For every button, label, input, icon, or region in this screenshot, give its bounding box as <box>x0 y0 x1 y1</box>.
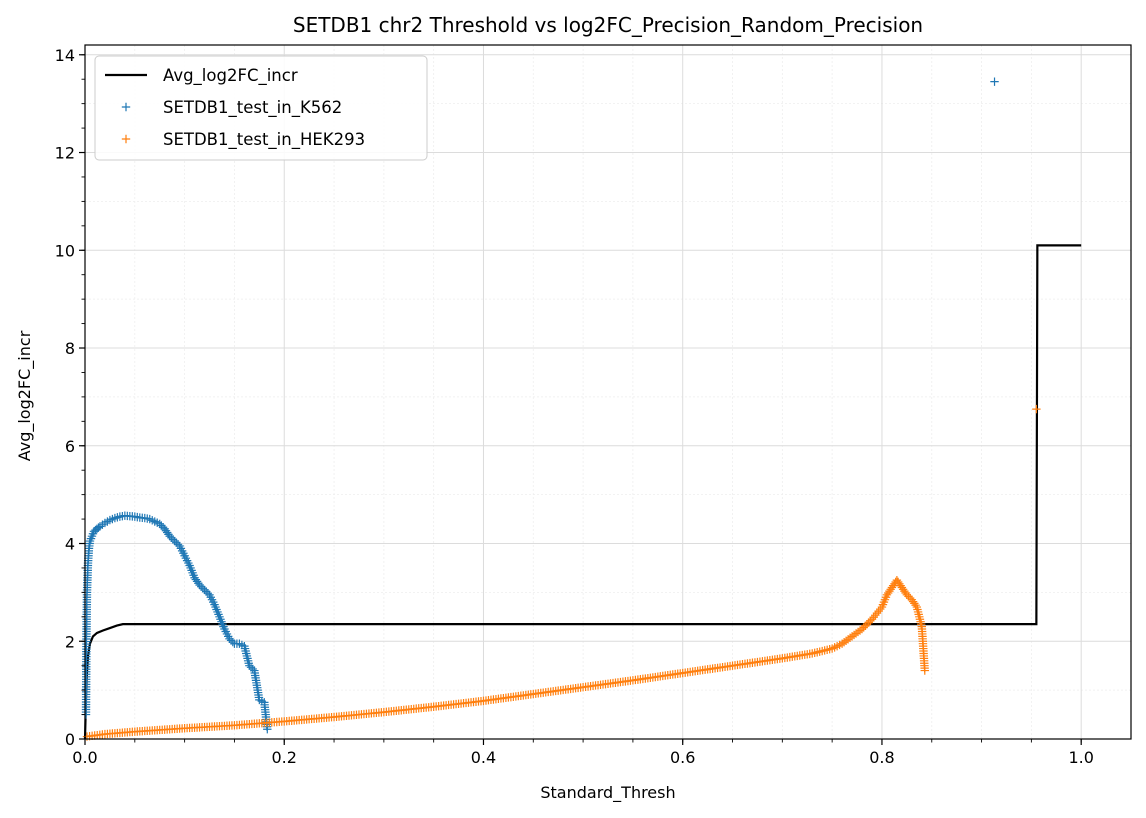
y-tick-label: 12 <box>55 144 75 163</box>
legend-entry-1: SETDB1_test_in_K562 <box>121 98 342 118</box>
x-tick-label: 0.0 <box>72 748 97 767</box>
x-tick-label: 0.8 <box>869 748 894 767</box>
y-tick-label: 14 <box>55 46 75 65</box>
y-tick-label: 4 <box>65 535 75 554</box>
y-tick-label: 10 <box>55 241 75 260</box>
plot-series <box>81 77 1082 741</box>
x-tick-label: 0.4 <box>471 748 496 767</box>
data-point-fill <box>876 604 885 614</box>
data-point-fill <box>911 601 920 610</box>
legend: Avg_log2FC_incr SETDB1_test_in_K562 SETDB1… <box>94 55 428 161</box>
y-tick-label: 2 <box>65 632 75 651</box>
series-0 <box>83 244 1082 740</box>
legend-box <box>94 55 428 161</box>
legend-label: SETDB1_test_in_HEK293 <box>163 130 365 150</box>
y-axis-title: Avg_log2FC_incr <box>15 330 35 461</box>
legend-entry-2: SETDB1_test_in_HEK293 <box>121 130 365 150</box>
data-point <box>990 77 999 86</box>
chart-title: SETDB1 chr2 Threshold vs log2FC_Precisio… <box>293 13 923 37</box>
legend-marker-swatch <box>121 134 131 144</box>
data-point-fill <box>248 664 257 674</box>
x-tick-label: 0.2 <box>272 748 297 767</box>
y-tick-label: 6 <box>65 437 75 456</box>
series-1 <box>81 77 999 734</box>
legend-entry-0: Avg_log2FC_incr <box>105 66 298 86</box>
y-tick-label: 0 <box>65 730 75 749</box>
data-point-fill <box>228 637 237 647</box>
axes: 0.0 0.2 0.4 0.6 0.8 1.0 0 2 4 6 8 10 12 14 <box>55 44 1132 767</box>
series-2 <box>82 404 1041 741</box>
y-tick-label: 8 <box>65 339 75 358</box>
data-point <box>1032 404 1041 414</box>
series-line <box>83 244 1082 740</box>
legend-marker-swatch <box>121 102 131 112</box>
legend-label: SETDB1_test_in_K562 <box>163 98 342 118</box>
x-tick-label: 1.0 <box>1068 748 1093 767</box>
grid <box>84 45 1131 740</box>
plot-frame <box>84 44 1132 740</box>
legend-label: Avg_log2FC_incr <box>163 66 298 86</box>
x-tick-label: 0.6 <box>670 748 695 767</box>
x-axis-title: Standard_Thresh <box>540 783 675 803</box>
data-point <box>920 666 929 675</box>
